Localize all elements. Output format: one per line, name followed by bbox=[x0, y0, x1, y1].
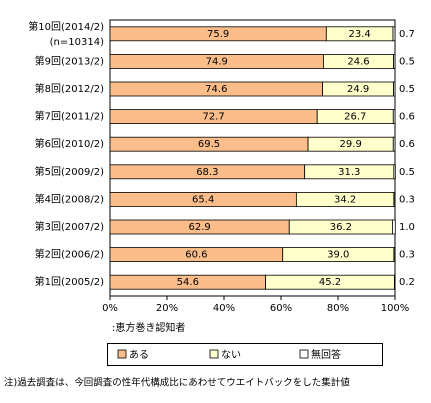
bar-segment bbox=[393, 54, 396, 69]
value-label: 0.5 bbox=[399, 167, 415, 178]
value-label: 0.6 bbox=[399, 139, 415, 150]
plot-frame bbox=[109, 19, 396, 297]
footnote: 注)過去調査は、今回調査の性年代構成比にあわせてウエイトバックをした集計値 bbox=[4, 377, 350, 389]
y-tick-label: 第7回(2011/2) bbox=[35, 110, 104, 123]
value-label: 45.2 bbox=[319, 277, 341, 288]
value-label: 29.9 bbox=[340, 139, 362, 150]
y-tick-label: 第4回(2008/2) bbox=[35, 192, 104, 205]
value-label: 24.9 bbox=[347, 84, 369, 95]
x-tick-label: 80% bbox=[327, 303, 349, 314]
value-label: 54.6 bbox=[177, 277, 199, 288]
x-tick-label: 0% bbox=[102, 303, 118, 314]
value-label: 74.9 bbox=[206, 56, 228, 67]
bar-segment bbox=[392, 136, 396, 152]
y-tick-label: 第6回(2010/2) bbox=[35, 137, 104, 150]
legend-label: ある bbox=[129, 349, 149, 361]
value-label: 60.6 bbox=[185, 250, 207, 261]
bar-segment bbox=[392, 219, 396, 235]
value-label: 0.5 bbox=[399, 84, 415, 95]
value-label: 0.5 bbox=[399, 56, 415, 67]
y-tick-label: 第9回(2013/2) bbox=[35, 54, 104, 67]
value-label: 31.3 bbox=[338, 167, 360, 178]
bar-segment bbox=[393, 81, 396, 97]
legend-label: 無回答 bbox=[311, 348, 341, 361]
value-label: 39.0 bbox=[327, 250, 349, 261]
value-label: 69.5 bbox=[198, 139, 220, 150]
y-tick-label: 第8回(2012/2) bbox=[35, 82, 104, 95]
value-label: 74.6 bbox=[205, 84, 227, 95]
value-label: 75.9 bbox=[207, 29, 229, 40]
bar-segment bbox=[394, 274, 396, 290]
y-tick-label: 第1回(2005/2) bbox=[35, 275, 104, 288]
y-tick-label: 第10回(2014/2) bbox=[28, 20, 104, 33]
value-label: 0.7 bbox=[399, 29, 415, 40]
x-tick-label: 20% bbox=[156, 303, 178, 314]
value-label: 36.2 bbox=[330, 222, 352, 233]
value-label: 1.0 bbox=[399, 222, 415, 233]
sample-note: (n=10314) bbox=[50, 37, 104, 48]
value-label: 0.3 bbox=[399, 194, 415, 205]
y-tick-label: 第3回(2007/2) bbox=[35, 220, 104, 233]
y-tick-label: 第5回(2009/2) bbox=[35, 165, 104, 178]
value-label: 0.3 bbox=[399, 250, 415, 261]
bar-segment bbox=[393, 247, 396, 263]
x-tick-label: 60% bbox=[270, 303, 292, 314]
legend-swatch bbox=[299, 349, 309, 359]
y-tick-label: 第2回(2006/2) bbox=[35, 248, 104, 261]
value-label: 62.9 bbox=[188, 222, 210, 233]
base-note: :恵方巻き認知者 bbox=[112, 321, 185, 334]
legend-swatch bbox=[117, 349, 127, 359]
x-tick-label: 100% bbox=[381, 303, 410, 314]
bar-segment bbox=[393, 164, 396, 180]
bar-segment bbox=[392, 26, 396, 42]
bar-segment bbox=[393, 191, 396, 207]
value-label: 23.4 bbox=[349, 29, 371, 40]
value-label: 0.2 bbox=[399, 277, 415, 288]
value-label: 34.2 bbox=[334, 194, 356, 205]
legend-box bbox=[107, 343, 383, 366]
bar-segment bbox=[392, 109, 396, 124]
value-label: 68.3 bbox=[196, 167, 218, 178]
value-label: 72.7 bbox=[202, 112, 224, 123]
legend-swatch bbox=[209, 349, 219, 359]
value-label: 26.7 bbox=[344, 112, 366, 123]
x-tick-label: 40% bbox=[213, 303, 235, 314]
value-label: 24.6 bbox=[347, 56, 369, 67]
legend-label: ない bbox=[221, 349, 241, 361]
value-label: 65.4 bbox=[192, 194, 214, 205]
value-label: 0.6 bbox=[399, 112, 415, 123]
